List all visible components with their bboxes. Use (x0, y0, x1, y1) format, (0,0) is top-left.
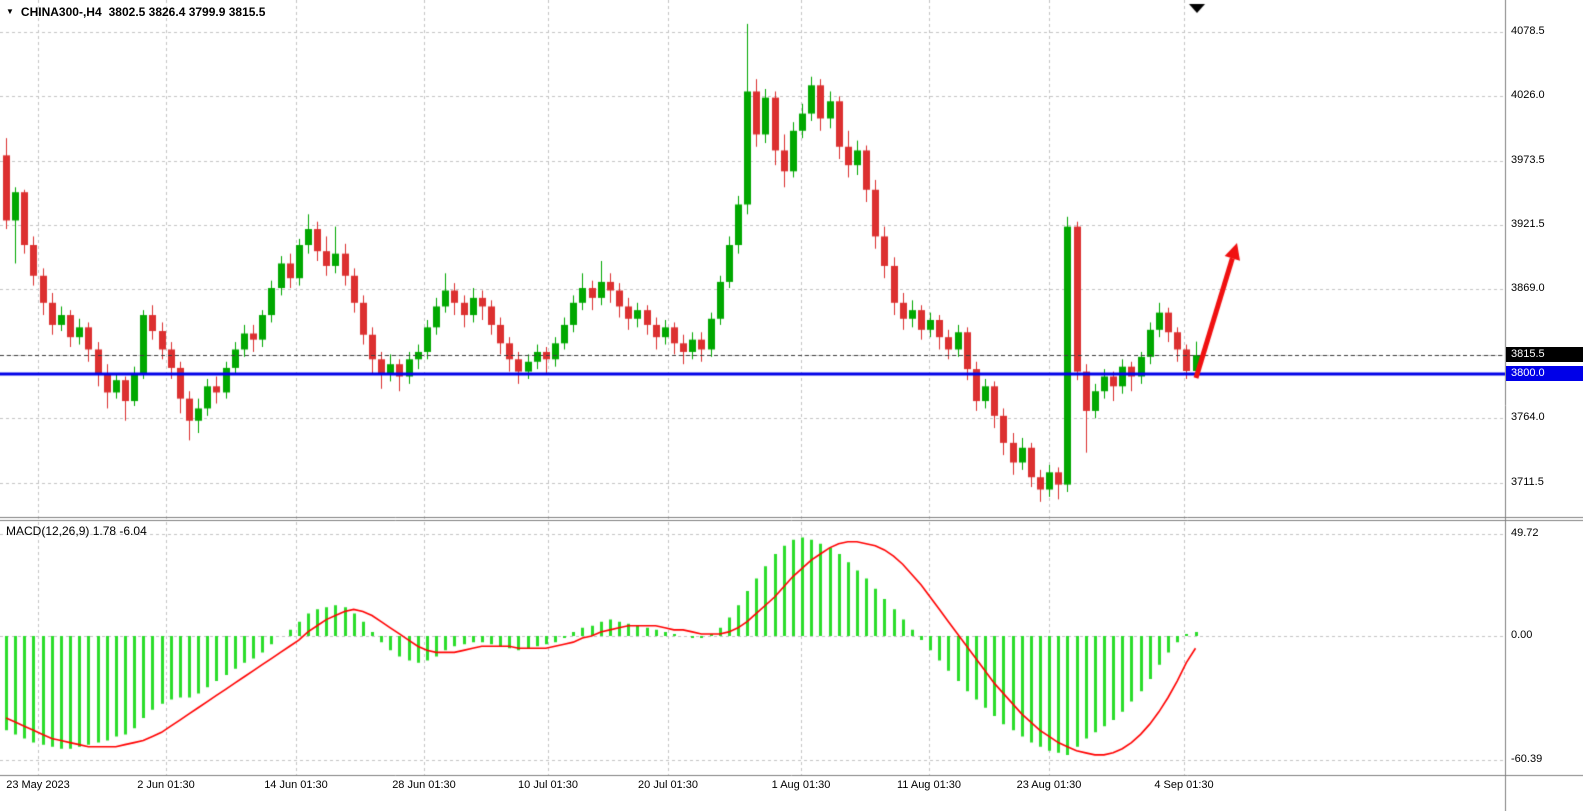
macd-axis-label: 0.00 (1511, 629, 1533, 641)
ohlc-values: 3802.5 3826.4 3799.9 3815.5 (108, 5, 266, 19)
macd-indicator-label: MACD(12,26,9) 1.78 -6.04 (6, 524, 147, 538)
time-axis-label: 10 Jul 01:30 (518, 779, 578, 791)
price-axis-label: 3973.5 (1511, 153, 1545, 166)
time-axis-label: 2 Jun 01:30 (137, 779, 195, 791)
price-axis-label: 3711.5 (1511, 475, 1544, 488)
macd-axis-label: -60.39 (1511, 752, 1543, 765)
symbol-ohlc-header: ▼ CHINA300-,H4 3802.5 3826.4 3799.9 3815… (6, 5, 265, 19)
macd-axis-label: 49.72 (1511, 527, 1539, 540)
price-axis-label: 3764.0 (1511, 411, 1545, 424)
time-axis-label: 4 Sep 01:30 (1154, 779, 1214, 791)
instrument-label: CHINA300-,H4 (20, 5, 102, 19)
symbol-marker-icon: ▼ (6, 7, 14, 16)
time-axis-label: 20 Jul 01:30 (638, 779, 698, 791)
price-axis-label: 3869.0 (1511, 282, 1545, 295)
time-axis-label: 14 Jun 01:30 (264, 779, 328, 791)
current-price-badge: 3815.5 (1506, 347, 1583, 362)
price-axis-label: 4078.5 (1511, 24, 1545, 37)
time-axis-label: 23 Aug 01:30 (1016, 779, 1082, 791)
price-axis-label: 4026.0 (1511, 89, 1545, 102)
time-axis-label: 23 May 2023 (6, 779, 70, 791)
price-axis-label: 3921.5 (1511, 217, 1545, 230)
level-price-badge: 3800.0 (1506, 366, 1583, 382)
time-axis-label: 1 Aug 01:30 (771, 779, 831, 791)
time-axis-label: 28 Jun 01:30 (392, 779, 456, 791)
time-axis-label: 11 Aug 01:30 (896, 779, 962, 791)
